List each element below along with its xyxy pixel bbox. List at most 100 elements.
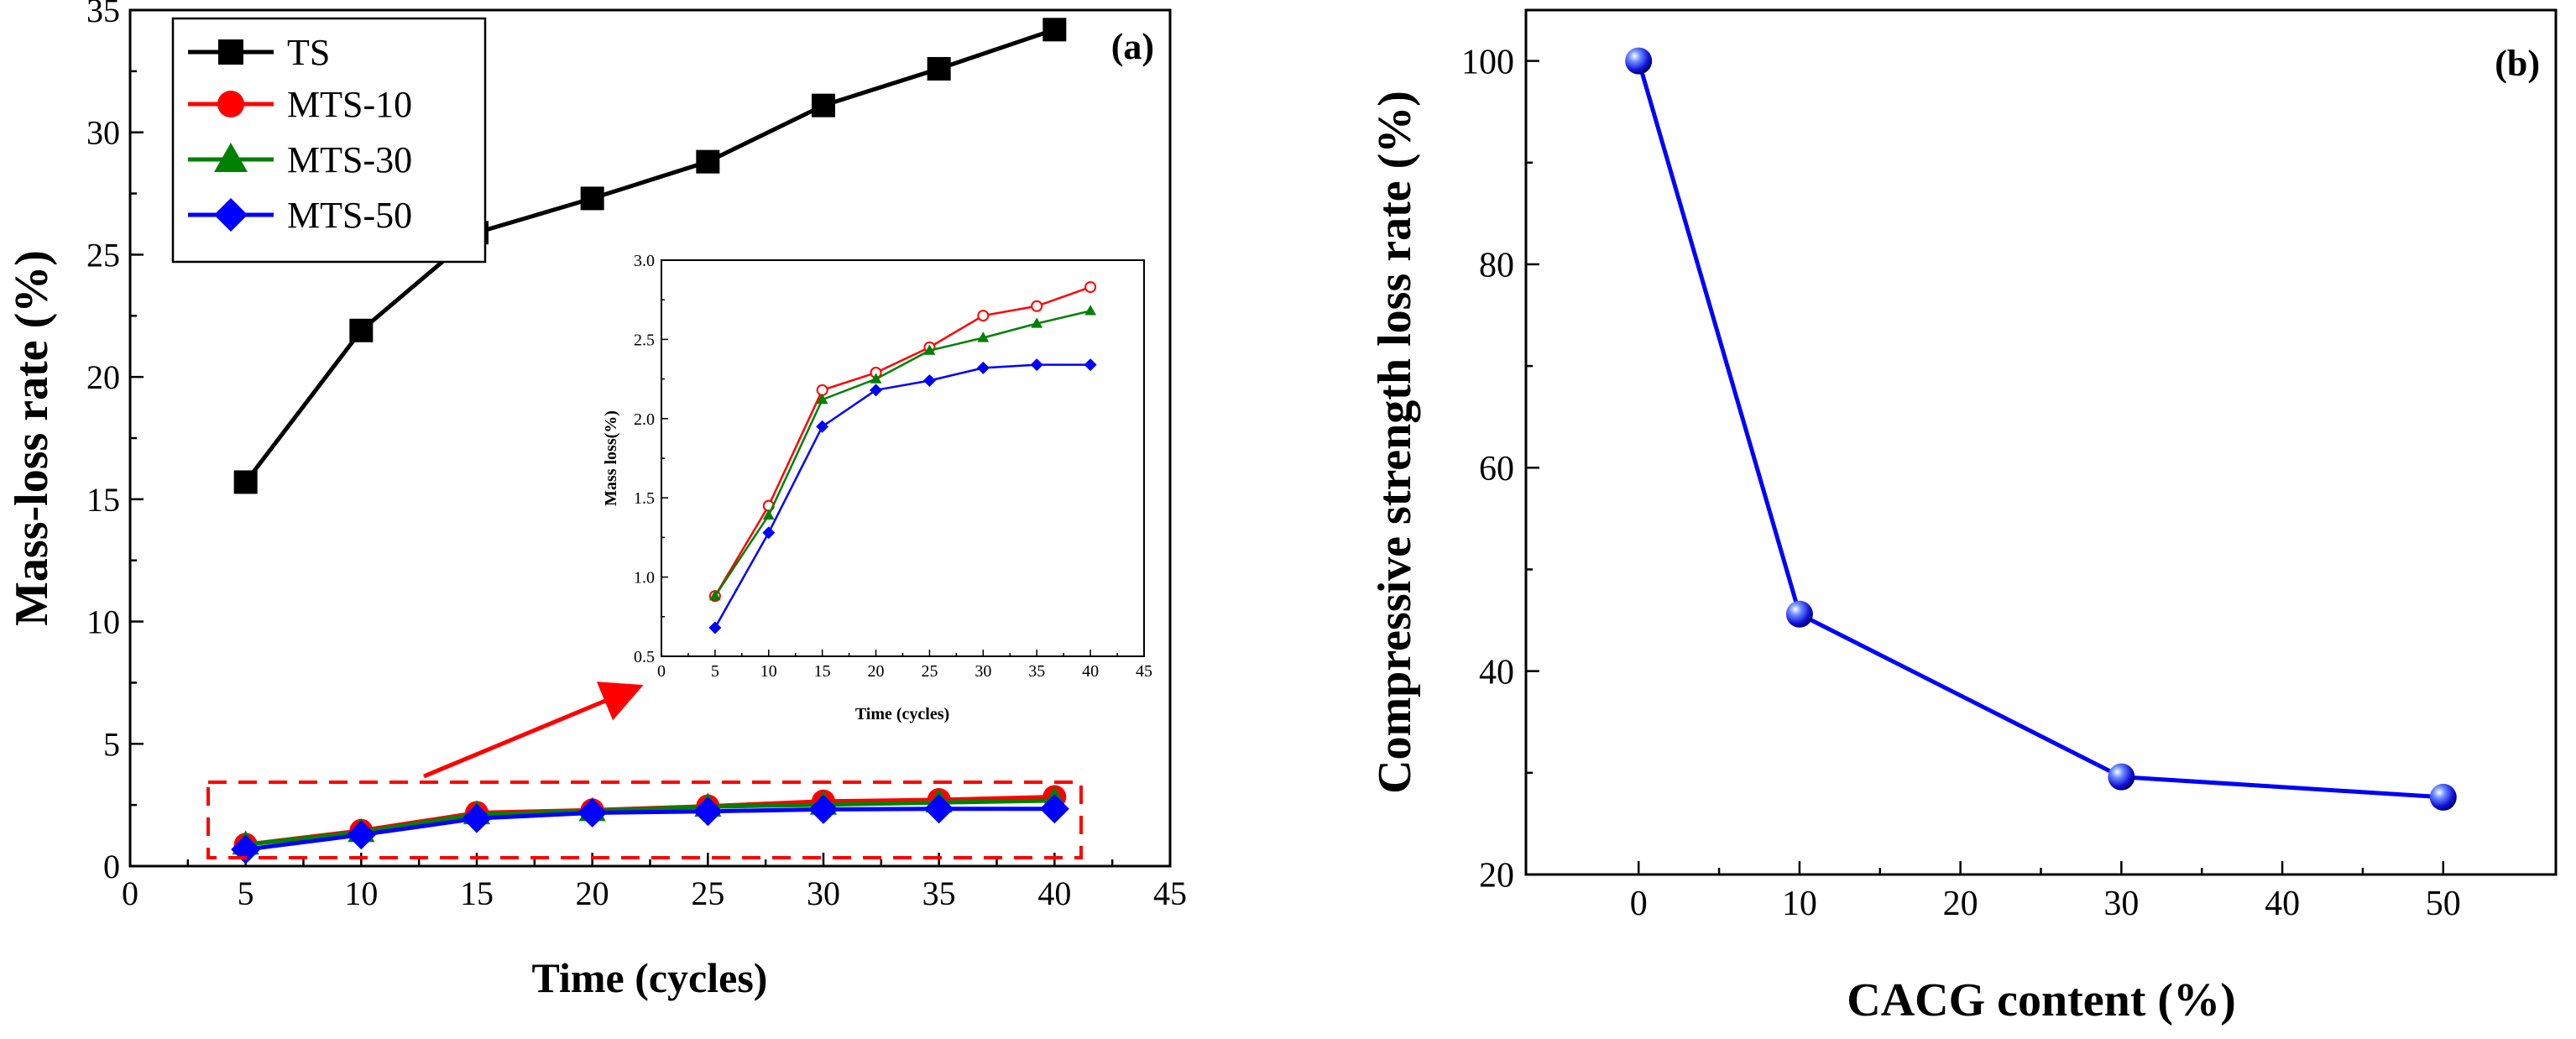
legend-entry-mts10: MTS-10 (188, 84, 412, 125)
panel-a-x-tick-label: 35 (922, 875, 956, 912)
panel-a-series-mts-50-point (924, 794, 954, 824)
panel-b-y-tick-label: 20 (1479, 857, 1514, 895)
panel-b-y-tick-label: 60 (1479, 450, 1514, 488)
inset-x-tick-label: 30 (974, 662, 991, 681)
panel-b-series-compressive-strength-loss-rate-point (2108, 763, 2135, 791)
inset-series-mts-30-point (816, 393, 828, 405)
panel-b-series-compressive-strength-loss-rate-point (1625, 47, 1653, 75)
legend-entry-mts30: MTS-30 (188, 139, 412, 180)
inset-series-mts-30-point (977, 332, 990, 342)
panel-a-series-ts-point (1042, 18, 1067, 42)
inset-series-mts-30-point (923, 344, 936, 355)
panel-b-frame (1524, 8, 2558, 876)
panel-a: 0 5 10 15 20 25 30 35 40 45 0 5 10 15 20 25 30 35 (a) Ti… (6, 0, 1187, 1001)
panel-a-y-tick-label: 15 (86, 481, 120, 519)
panel-a-series-ts-point (233, 470, 258, 494)
legend-ts-label: TS (287, 32, 330, 73)
panel-a-x-tick-label: 45 (1153, 875, 1187, 912)
legend-mts10-label: MTS-10 (287, 84, 412, 125)
panel-a-label: (a) (1111, 26, 1154, 67)
inset-series-mts-50-point (762, 526, 776, 540)
panel-a-x-tick-label: 25 (691, 875, 724, 912)
panel-a-series-ts-point (696, 149, 720, 174)
panel-a-x-tick-label: 30 (807, 875, 840, 912)
panel-a-series-mts-50-point (692, 796, 723, 827)
panel-a-series-mts-30-line (245, 798, 1055, 847)
inset-arrow (423, 681, 644, 779)
legend-mts10-marker (217, 91, 244, 117)
inset-xlabel: Time (cycles) (855, 705, 949, 723)
panel-a-y-tick-label: 5 (103, 725, 120, 763)
inset-series-mts-50-line (713, 363, 1091, 629)
panel-b-series (1625, 47, 2457, 811)
inset-series-mts-10-point (977, 310, 990, 322)
panel-b-ylabel: Compressive strength loss rate (%) (1369, 91, 1421, 794)
inset-series-mts-50-point (816, 420, 829, 433)
inset-series-mts-10-point (1031, 300, 1043, 312)
inset-series-mts-50-point (1084, 358, 1097, 372)
inset-series-mts-10-line (713, 285, 1091, 597)
legend-mts30-marker (214, 143, 248, 172)
inset-y-ticks: 0.5 1.0 1.5 2.0 2.5 3.0 (634, 252, 668, 666)
inset-frame (661, 259, 1145, 657)
panel-a-series-mts-50-point (346, 820, 376, 850)
panel-a-series-mts-50-point (577, 797, 608, 828)
panel-a-series-ts-point (580, 186, 604, 211)
inset-y-tick-label: 0.5 (634, 648, 655, 666)
inset-series-mts-30-point (708, 590, 721, 601)
panel-b-series-compressive-strength-loss-rate-point (1785, 600, 1813, 628)
inset-y-tick-label: 2.0 (634, 410, 655, 429)
inset: 0 5 10 15 20 25 30 35 40 45 0.5 1.0 1.5 2.0 2.5 3.0 Ti… (602, 252, 1152, 723)
inset-x-ticks: 0 5 10 15 20 25 30 35 40 45 (657, 650, 1152, 681)
panel-b-x-tick-label: 20 (1943, 885, 1978, 923)
panel-b-x-tick-label: 40 (2265, 885, 2300, 923)
panel-a-series-ts-point (812, 93, 835, 117)
panel-a-y-tick-label: 35 (86, 0, 120, 29)
panel-b-x-tick-label: 50 (2426, 885, 2461, 923)
panel-a-series-ts-point (349, 318, 374, 342)
inset-x-tick-label: 20 (868, 662, 885, 681)
panel-a-x-tick-label: 20 (576, 875, 609, 912)
panel-a-x-tick-label: 5 (238, 875, 254, 912)
panel-a-series-mts-50-line (245, 807, 1055, 852)
inset-y-tick-label: 2.5 (634, 331, 655, 349)
inset-x-tick-label: 0 (657, 662, 666, 681)
inset-x-tick-label: 45 (1136, 662, 1152, 681)
inset-series-mts-30-line (713, 310, 1091, 597)
panel-b-label: (b) (2495, 43, 2540, 84)
panel-a-series (231, 18, 1069, 864)
inset-series (708, 281, 1097, 634)
panel-a-x-tick-label: 10 (344, 875, 378, 912)
panel-a-ylabel: Mass-loss rate (%) (6, 250, 58, 626)
inset-x-tick-label: 40 (1082, 662, 1099, 681)
panel-a-x-tick-label: 15 (460, 875, 494, 912)
inset-series-mts-50-point (922, 373, 936, 387)
panel-a-series-ts-line (243, 27, 1056, 483)
panel-b-y-tick-label: 40 (1479, 653, 1514, 692)
panel-b-x-tick-label: 0 (1630, 885, 1648, 923)
legend-mts50-marker (214, 198, 248, 232)
panel-a-x-tick-label: 0 (122, 875, 138, 912)
inset-ylabel: Mass loss(%) (602, 410, 620, 506)
panel-b-x-tick-label: 30 (2103, 885, 2139, 923)
panel-a-series-mts-50-point (462, 803, 492, 833)
panel-a-y-tick-label: 0 (103, 848, 120, 885)
inset-x-tick-label: 5 (711, 662, 719, 681)
panel-b-y-tick-label: 100 (1461, 43, 1514, 81)
panel-a-series-mts-50-point (808, 794, 839, 824)
panel-b-series-compressive-strength-loss-rate-line (1636, 60, 2443, 800)
legend-entry-mts50: MTS-50 (188, 195, 412, 236)
legend: TS MTS-10 MTS-30 MTS-50 (171, 17, 487, 264)
inset-series-mts-50-point (708, 621, 722, 634)
panel-b-x-tick-label: 10 (1782, 885, 1817, 923)
legend-mts50-label: MTS-50 (287, 195, 412, 236)
panel-b-series-compressive-strength-loss-rate-point (2429, 783, 2457, 811)
panel-a-y-tick-label: 10 (86, 603, 120, 641)
inset-highlight-box (206, 781, 1083, 859)
panel-a-y-ticks: 0 5 10 15 20 25 30 35 (86, 0, 144, 885)
panel-b-y-ticks: 20 40 60 80 100 (1461, 43, 1539, 895)
inset-series-mts-30-point (1084, 305, 1097, 316)
inset-series-mts-30-point (762, 509, 775, 520)
inset-series-mts-30-point (1031, 317, 1043, 328)
